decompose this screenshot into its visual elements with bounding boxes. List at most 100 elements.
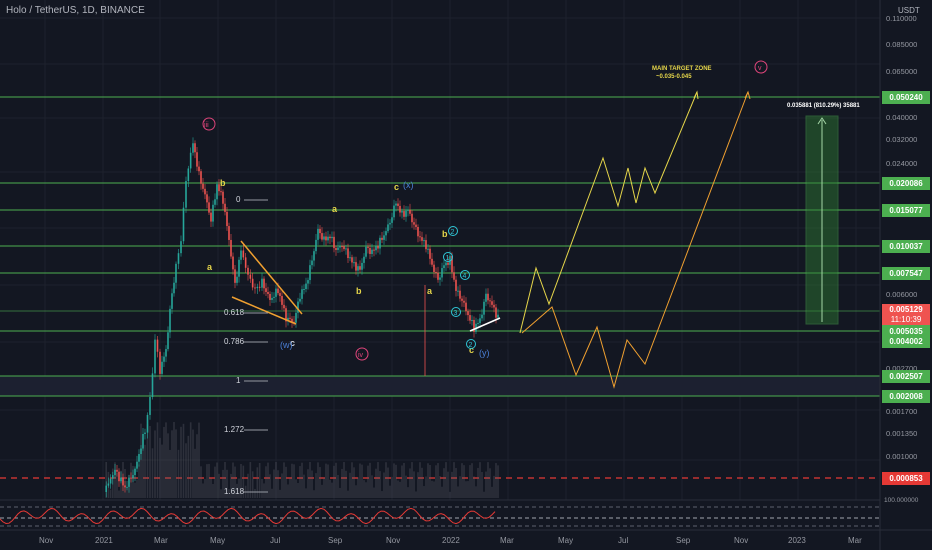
- wave-c3-label: c: [469, 345, 474, 355]
- volume-bar: [417, 472, 419, 498]
- candle-body: [283, 304, 285, 309]
- candle-body: [491, 301, 493, 305]
- volume-bar: [369, 462, 371, 498]
- volume-bar: [283, 462, 285, 498]
- volume-bar: [393, 463, 395, 498]
- price-tag-0.015077: 0.015077: [882, 204, 930, 217]
- measure-label: 0.035881 (810.29%) 35881: [787, 103, 860, 109]
- volume-bar: [299, 466, 301, 498]
- volume-bar: [263, 483, 265, 498]
- fib-618-label: 0.618: [224, 308, 245, 317]
- price-tick: 0.001000: [886, 452, 917, 461]
- wave-b3-label: b: [442, 229, 448, 239]
- candle-body: [477, 323, 479, 325]
- candle-body: [399, 205, 401, 213]
- volume-bar: [251, 471, 254, 498]
- candle-body: [167, 332, 169, 350]
- candle-body: [331, 236, 333, 239]
- volume-bar: [194, 448, 196, 498]
- fib-1272-label: 1.272: [224, 425, 245, 434]
- candle-body: [202, 183, 204, 189]
- time-tick: Sep: [328, 536, 343, 545]
- candle-body: [222, 191, 224, 204]
- price-tick: 0.110000: [886, 14, 917, 23]
- candle-body: [238, 259, 240, 277]
- price-axis[interactable]: 0.110000 0.085000 0.065000 0.040000 0.03…: [884, 14, 919, 504]
- time-tick: Mar: [848, 536, 862, 545]
- volume-bar: [447, 471, 449, 498]
- symbol-title[interactable]: Holo / TetherUS, 1D, BINANCE: [6, 5, 145, 16]
- candle-body: [271, 297, 273, 300]
- candle-body: [447, 262, 449, 265]
- candle-body: [363, 256, 365, 263]
- candle-body: [242, 250, 245, 258]
- volume-bar: [185, 443, 187, 498]
- volume-bar: [151, 448, 154, 498]
- candle-body: [142, 433, 144, 449]
- volume-bar: [329, 479, 331, 498]
- candle-body: [361, 262, 363, 270]
- volume-bar: [206, 464, 208, 498]
- candle-body: [269, 293, 271, 300]
- volume-bar: [411, 462, 413, 498]
- candle-body: [218, 184, 220, 192]
- candle-body: [463, 300, 465, 303]
- candle-body: [387, 224, 389, 232]
- candle-body: [351, 257, 353, 263]
- indicator-pane[interactable]: [0, 500, 880, 530]
- volume-bar: [477, 467, 479, 498]
- candle-body: [431, 258, 433, 265]
- candle-body: [345, 248, 347, 250]
- volume-bar: [240, 463, 242, 498]
- candle-body: [455, 279, 457, 291]
- price-tag-0.000853: 0.000853: [882, 472, 930, 485]
- candle-body: [435, 272, 437, 274]
- volume-bar: [431, 480, 433, 498]
- volume-bar: [399, 481, 401, 498]
- candle-body: [473, 319, 475, 332]
- countdown-tag: 11:10:39: [882, 315, 930, 325]
- volume-bar: [395, 464, 397, 498]
- candle-body: [198, 166, 200, 172]
- candle-body: [214, 199, 216, 205]
- candle-body: [140, 448, 142, 455]
- volume-bar: [485, 471, 487, 498]
- fib-1-label: 1: [236, 376, 241, 385]
- candle-body: [379, 237, 381, 249]
- candle-body: [395, 203, 397, 206]
- candle-body: [151, 373, 154, 397]
- volume-bar: [301, 462, 303, 498]
- volume-bar: [451, 471, 453, 498]
- volume-bar: [120, 470, 122, 498]
- candle-body: [206, 194, 208, 203]
- volume-bar: [383, 472, 385, 498]
- time-axis[interactable]: Nov 2021 Mar May Jul Sep Nov 2022 Mar Ma…: [39, 536, 862, 545]
- volume-bar: [355, 485, 357, 498]
- candle-body: [224, 203, 226, 212]
- price-tag-0.020086: 0.020086: [882, 177, 930, 190]
- volume-bar: [349, 472, 351, 498]
- candle-body: [175, 263, 177, 283]
- volume-bar: [427, 463, 429, 498]
- candle-body: [189, 152, 192, 169]
- wave-y-label: (y): [479, 348, 490, 358]
- candle-body: [212, 204, 214, 222]
- volume-bar: [361, 464, 363, 498]
- volume-bar: [321, 484, 323, 498]
- volume-bar: [351, 462, 353, 498]
- price-tick: 0.002700: [886, 364, 917, 373]
- candle-body: [373, 249, 375, 251]
- volume-bar: [192, 429, 194, 498]
- candle-body: [232, 256, 234, 270]
- candle-body: [417, 226, 419, 237]
- price-tag-0.002507: 0.002507: [882, 370, 930, 383]
- candle-body: [365, 246, 367, 257]
- candle-body: [459, 290, 461, 299]
- horizontal-levels[interactable]: [0, 96, 880, 397]
- price-tag-0.007547: 0.007547: [882, 267, 930, 280]
- candle-body: [487, 293, 489, 301]
- candle-body: [421, 237, 423, 241]
- volume-bar: [493, 475, 495, 498]
- price-tag-0.050240: 0.050240: [882, 91, 930, 104]
